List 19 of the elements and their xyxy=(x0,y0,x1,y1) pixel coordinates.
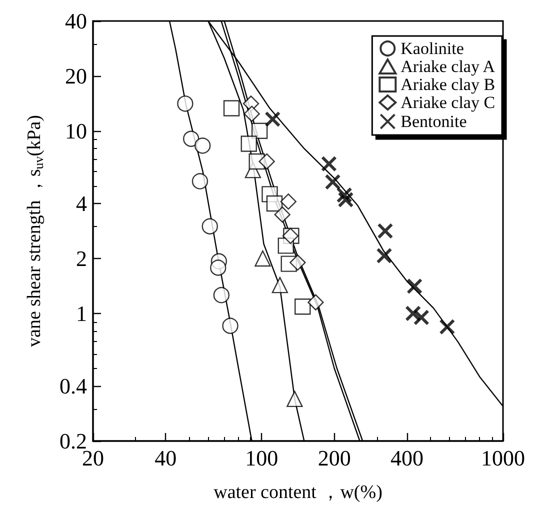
x-tick-label: 100 xyxy=(245,446,278,470)
x-tick-label: 40 xyxy=(154,446,177,470)
y-axis-title: vane shear strength ，suv(kPa) xyxy=(24,115,46,347)
y-tick-label: 10 xyxy=(65,118,87,144)
x-axis-title: water content ，w(%) xyxy=(214,482,382,503)
legend-label: Kaolinite xyxy=(400,39,464,58)
x-tick-label: 200 xyxy=(318,446,351,470)
legend-label: Ariake clay B xyxy=(400,75,496,94)
y-tick-label: 4 xyxy=(76,191,87,216)
y-tick-label: 1 xyxy=(76,300,87,326)
y-tick-label: 20 xyxy=(65,63,87,88)
y-tick-label: 2 xyxy=(76,246,87,271)
x-tick-label: 400 xyxy=(390,446,424,470)
legend-label: Bentonite xyxy=(400,112,467,131)
y-tick-label: 0.4 xyxy=(60,374,87,399)
legend-label: Ariake clay A xyxy=(400,57,496,76)
y-tick-label: 40 xyxy=(65,8,87,34)
legend-label: Ariake clay C xyxy=(400,93,496,112)
x-tick-label: 1000 xyxy=(481,446,525,470)
